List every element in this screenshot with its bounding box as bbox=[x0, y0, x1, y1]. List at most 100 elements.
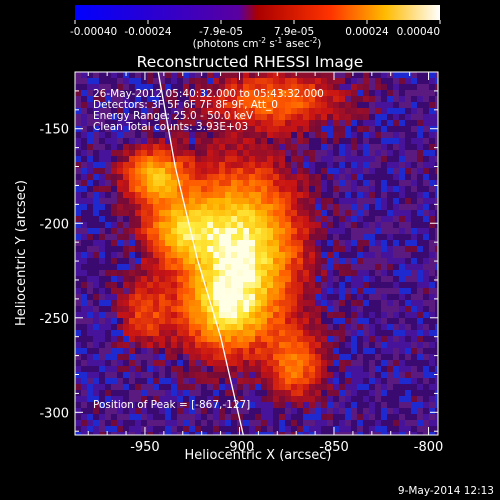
heatmap-cell bbox=[189, 84, 196, 91]
heatmap-cell bbox=[201, 402, 208, 409]
heatmap-cell bbox=[153, 300, 160, 307]
heatmap-cell bbox=[177, 288, 184, 295]
heatmap-cell bbox=[261, 78, 268, 85]
heatmap-cell bbox=[417, 144, 424, 151]
heatmap-cell bbox=[213, 234, 220, 241]
heatmap-cell bbox=[309, 216, 316, 223]
heatmap-cell bbox=[105, 78, 112, 85]
heatmap-cell bbox=[87, 126, 94, 133]
heatmap-cell bbox=[117, 162, 124, 169]
heatmap-cell bbox=[405, 390, 412, 397]
heatmap-cell bbox=[75, 180, 82, 187]
heatmap-cell bbox=[303, 264, 310, 271]
heatmap-cell bbox=[183, 132, 190, 139]
heatmap-cell bbox=[213, 186, 220, 193]
heatmap-cell bbox=[279, 132, 286, 139]
heatmap-cell bbox=[75, 276, 82, 283]
heatmap-cell bbox=[435, 420, 438, 427]
heatmap-cell bbox=[375, 282, 382, 289]
heatmap-cell bbox=[189, 420, 196, 427]
heatmap-cell bbox=[183, 366, 190, 373]
heatmap-cell bbox=[321, 216, 328, 223]
heatmap-cell bbox=[231, 126, 238, 133]
heatmap-cell bbox=[393, 396, 400, 403]
heatmap-cell bbox=[207, 216, 214, 223]
heatmap-cell bbox=[213, 360, 220, 367]
heatmap-cell bbox=[309, 432, 316, 435]
heatmap-cell bbox=[291, 330, 298, 337]
heatmap-cell bbox=[405, 108, 412, 115]
heatmap-cell bbox=[243, 156, 250, 163]
heatmap-cell bbox=[207, 294, 214, 301]
heatmap-cell bbox=[249, 336, 256, 343]
heatmap-cell bbox=[363, 126, 370, 133]
heatmap-cell bbox=[99, 156, 106, 163]
heatmap-cell bbox=[309, 258, 316, 265]
heatmap-cell bbox=[351, 150, 358, 157]
heatmap-cell bbox=[393, 162, 400, 169]
heatmap-cell bbox=[339, 312, 346, 319]
heatmap-cell bbox=[105, 240, 112, 247]
heatmap-cell bbox=[225, 384, 232, 391]
heatmap-cell bbox=[81, 222, 88, 229]
heatmap-cell bbox=[297, 126, 304, 133]
heatmap-cell bbox=[153, 414, 160, 421]
heatmap-cell bbox=[381, 198, 388, 205]
heatmap-cell bbox=[159, 276, 166, 283]
heatmap-cell bbox=[129, 204, 136, 211]
heatmap-cell bbox=[159, 366, 166, 373]
heatmap-cell bbox=[117, 138, 124, 145]
heatmap-cell bbox=[273, 180, 280, 187]
heatmap-cell bbox=[237, 102, 244, 109]
heatmap-cell bbox=[195, 96, 202, 103]
heatmap-cell bbox=[333, 342, 340, 349]
heatmap-cell bbox=[189, 252, 196, 259]
heatmap-cell bbox=[81, 240, 88, 247]
heatmap-cell bbox=[207, 78, 214, 85]
heatmap-cell bbox=[273, 114, 280, 121]
heatmap-cell bbox=[381, 72, 388, 79]
heatmap-cell bbox=[219, 246, 226, 253]
heatmap-cell bbox=[183, 312, 190, 319]
heatmap-cell bbox=[399, 360, 406, 367]
heatmap-cell bbox=[429, 144, 436, 151]
heatmap-cell bbox=[423, 348, 430, 355]
heatmap-cell bbox=[147, 366, 154, 373]
heatmap-cell bbox=[183, 264, 190, 271]
heatmap-cell bbox=[75, 396, 82, 403]
heatmap-cell bbox=[237, 306, 244, 313]
heatmap-cell bbox=[81, 84, 88, 91]
heatmap-cell bbox=[429, 222, 436, 229]
heatmap-cell bbox=[405, 366, 412, 373]
heatmap-cell bbox=[429, 348, 436, 355]
heatmap-cell bbox=[147, 432, 154, 435]
heatmap-cell bbox=[273, 192, 280, 199]
heatmap-cell bbox=[171, 90, 178, 97]
heatmap-cell bbox=[147, 102, 154, 109]
heatmap-cell bbox=[237, 150, 244, 157]
heatmap-cell bbox=[111, 216, 118, 223]
heatmap-cell bbox=[333, 414, 340, 421]
heatmap-cell bbox=[81, 252, 88, 259]
heatmap-cell bbox=[231, 246, 238, 253]
heatmap-cell bbox=[93, 306, 100, 313]
heatmap-cell bbox=[303, 144, 310, 151]
heatmap-cell bbox=[411, 198, 418, 205]
heatmap-cell bbox=[255, 420, 262, 427]
heatmap-cell bbox=[291, 132, 298, 139]
heatmap-cell bbox=[225, 216, 232, 223]
heatmap-cell bbox=[177, 330, 184, 337]
x-axis-label: Heliocentric X (arcsec) bbox=[185, 448, 332, 463]
heatmap-cell bbox=[231, 78, 238, 85]
heatmap-cell bbox=[207, 192, 214, 199]
heatmap-cell bbox=[369, 144, 376, 151]
heatmap-cell bbox=[141, 204, 148, 211]
heatmap-cell bbox=[423, 156, 430, 163]
heatmap-cell bbox=[171, 324, 178, 331]
heatmap-cell bbox=[285, 318, 292, 325]
heatmap-cell bbox=[129, 354, 136, 361]
heatmap-cell bbox=[339, 372, 346, 379]
heatmap-cell bbox=[159, 228, 166, 235]
heatmap-cell bbox=[345, 174, 352, 181]
heatmap-cell bbox=[423, 294, 430, 301]
